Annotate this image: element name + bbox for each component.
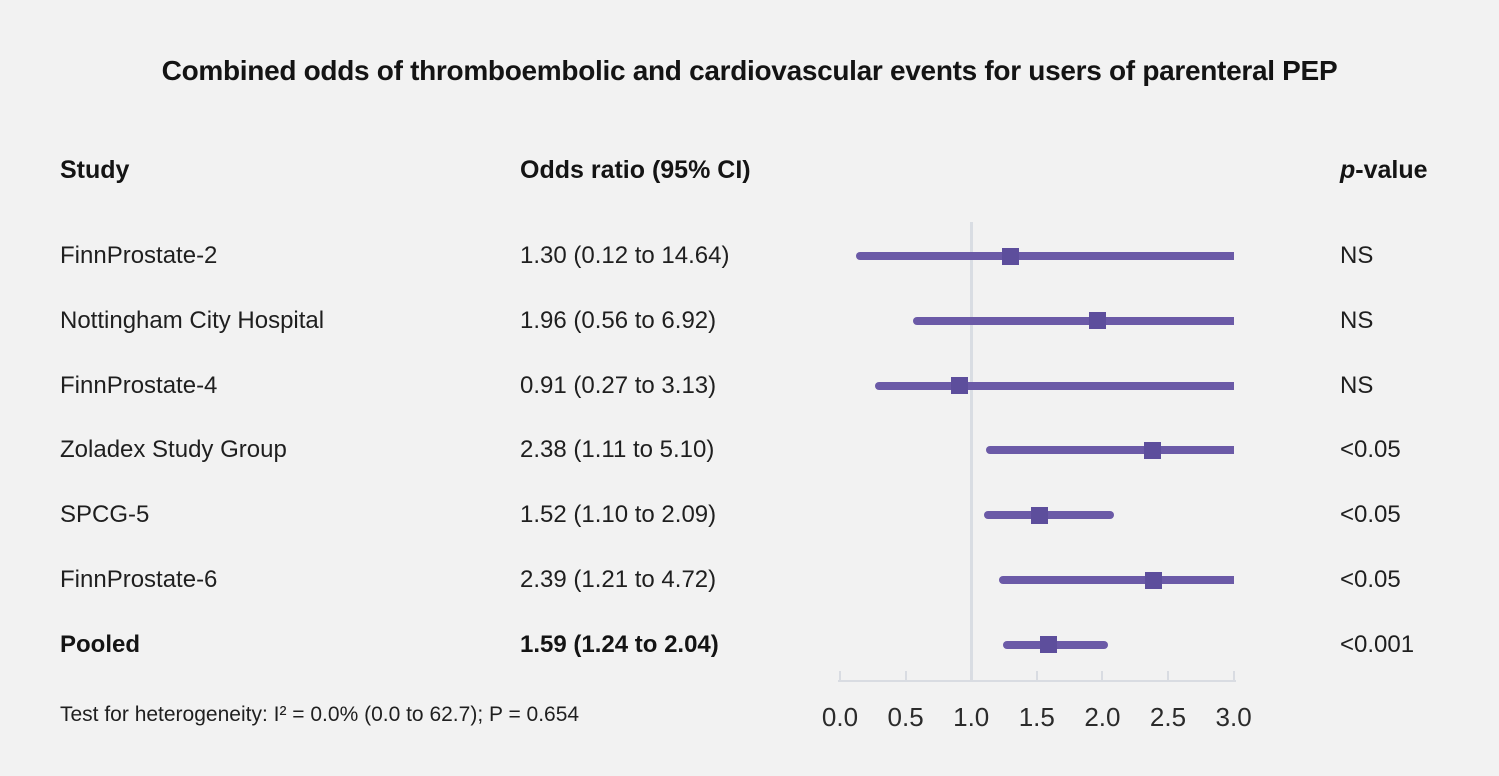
p-value-italic-p: p (1340, 156, 1356, 184)
confidence-interval-line (875, 381, 1234, 390)
odds-ratio-marker (1002, 247, 1020, 265)
p-value-label: <0.05 (1340, 501, 1401, 529)
p-value-label: NS (1340, 242, 1374, 269)
confidence-interval-line (855, 252, 1234, 260)
p-value-label: NS (1340, 306, 1374, 334)
x-axis-tick-label: 2.0 (1084, 702, 1121, 732)
p-value-label: <0.05 (1340, 566, 1401, 594)
x-axis-tick (904, 671, 907, 680)
study-label: FinnProstate-4 (60, 371, 218, 399)
x-axis-tick-label: 0.0 (821, 702, 859, 732)
odds-ratio-marker (950, 377, 968, 395)
column-header-p-value: p-value (1340, 156, 1428, 185)
odds-ratio-marker (1143, 441, 1161, 459)
study-label: Pooled (60, 630, 141, 658)
p-value-rest: -value (1355, 156, 1428, 184)
chart-title: Combined odds of thromboembolic and card… (161, 55, 1338, 86)
odds-ratio-marker (1088, 312, 1106, 330)
confidence-interval-line (998, 576, 1234, 585)
p-value-label: <0.001 (1340, 630, 1415, 658)
study-label: Nottingham City Hospital (60, 306, 325, 334)
odds-ratio-ci-label: 0.91 (0.27 to 3.13) (520, 371, 717, 399)
p-value-label: <0.05 (1340, 436, 1401, 464)
heterogeneity-note: Test for heterogeneity: I² = 0.0% (0.0 t… (60, 703, 580, 726)
confidence-interval-line (913, 316, 1234, 325)
odds-ratio-ci-label: 1.59 (1.24 to 2.04) (520, 630, 719, 658)
x-axis-tick (839, 671, 841, 680)
odds-ratio-ci-label: 1.30 (0.12 to 14.64) (520, 242, 730, 269)
x-axis-tick-label: 2.5 (1149, 702, 1187, 732)
column-header-odds-ratio: Odds ratio (95% CI) (520, 156, 751, 184)
x-axis-tick (970, 671, 973, 680)
study-label: Zoladex Study Group (60, 436, 287, 464)
reference-line (969, 222, 973, 680)
confidence-interval-line (985, 446, 1234, 455)
study-label: FinnProstate-6 (60, 566, 218, 594)
x-axis-tick (1035, 671, 1038, 680)
odds-ratio-marker (1030, 506, 1048, 524)
x-axis-tick (1101, 671, 1104, 680)
x-axis-tick-label: 1.5 (1018, 702, 1055, 732)
x-axis-tick-label: 0.5 (887, 702, 924, 732)
confidence-interval-line (984, 511, 1115, 520)
study-label: FinnProstate-2 (60, 242, 218, 269)
odds-ratio-marker (1145, 571, 1163, 589)
odds-ratio-marker (1040, 636, 1058, 654)
x-axis-line (838, 680, 1236, 682)
odds-ratio-ci-label: 2.39 (1.21 to 4.72) (520, 566, 717, 594)
column-header-study: Study (60, 156, 130, 184)
x-axis-tick-label: 3.0 (1215, 702, 1252, 732)
study-label: SPCG-5 (60, 501, 150, 529)
x-axis-tick (1232, 671, 1235, 680)
odds-ratio-ci-label: 1.52 (1.10 to 2.09) (520, 501, 717, 529)
odds-ratio-ci-label: 2.38 (1.11 to 5.10) (520, 436, 715, 464)
x-axis-tick-label: 1.0 (953, 702, 990, 732)
x-axis-tick (1167, 671, 1169, 680)
p-value-label: NS (1340, 371, 1374, 399)
odds-ratio-ci-label: 1.96 (0.56 to 6.92) (520, 306, 717, 334)
